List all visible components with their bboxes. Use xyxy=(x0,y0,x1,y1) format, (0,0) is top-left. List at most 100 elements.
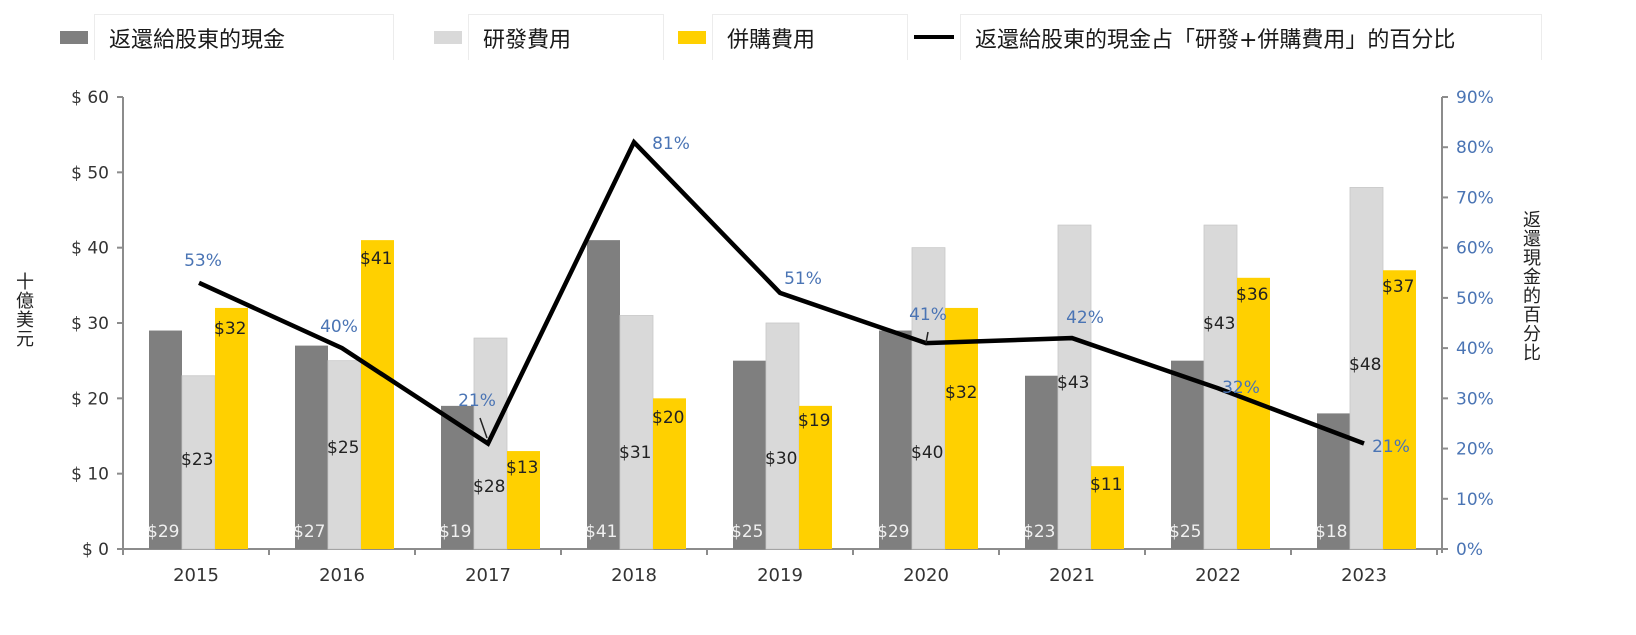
x-tick-label: 2022 xyxy=(1195,565,1241,586)
bar-cash xyxy=(295,345,328,549)
bar-label-cash: $29 xyxy=(147,522,179,542)
bar-label-rnd: $48 xyxy=(1349,355,1381,375)
bar-label-mna: $36 xyxy=(1236,285,1268,305)
bar-cash xyxy=(879,330,912,549)
bar-label-cash: $18 xyxy=(1315,522,1347,542)
y2-tick-label: 20% xyxy=(1456,440,1494,460)
line-label-pct: 42% xyxy=(1066,308,1104,328)
line-label-pct: 40% xyxy=(320,317,358,337)
bar-rnd xyxy=(1057,224,1092,550)
y2-tick-label: 40% xyxy=(1456,339,1494,359)
bar-mna xyxy=(1237,277,1270,549)
legend-label-rnd: 研發費用 xyxy=(468,14,664,60)
bar-label-mna: $41 xyxy=(360,249,392,269)
legend-item-rnd: 研發費用 xyxy=(434,14,664,60)
bar-label-cash: $27 xyxy=(293,522,325,542)
y2-tick-label: 90% xyxy=(1456,88,1494,108)
bar-label-cash: $25 xyxy=(731,522,763,542)
bar-label-rnd: $31 xyxy=(619,443,651,463)
line-label-pct: 41% xyxy=(909,305,947,325)
bar-label-mna: $20 xyxy=(652,408,684,428)
bar-label-mna: $32 xyxy=(945,383,977,403)
bar-mna xyxy=(507,451,540,549)
x-tick-label: 2023 xyxy=(1341,565,1387,586)
legend-label-line: 返還給股東的現金占「研發+併購費用」的百分比 xyxy=(960,14,1542,60)
legend-item-cash: 返還給股東的現金 xyxy=(60,14,394,60)
line-label-pct: 81% xyxy=(652,134,690,154)
line-label-pct: 51% xyxy=(784,269,822,289)
x-tick-label: 2019 xyxy=(757,565,803,586)
bar-rnd xyxy=(181,375,216,550)
leader-line xyxy=(925,331,929,344)
bar-label-rnd: $28 xyxy=(473,477,505,497)
legend-label-cash: 返還給股東的現金 xyxy=(94,14,394,60)
bar-label-mna: $13 xyxy=(506,458,538,478)
bar-label-rnd: $30 xyxy=(765,449,797,469)
y-tick-label: $ 60 xyxy=(71,88,109,108)
y2-tick-label: 50% xyxy=(1456,289,1494,309)
bar-label-mna: $32 xyxy=(214,319,246,339)
bar-label-rnd: $23 xyxy=(181,450,213,470)
bar-label-cash: $19 xyxy=(439,522,471,542)
bar-mna xyxy=(1091,466,1124,549)
y-tick-label: $ 50 xyxy=(71,163,109,183)
bar-cash xyxy=(149,330,182,549)
bar-mna xyxy=(1383,270,1416,549)
legend-label-mna: 併購費用 xyxy=(712,14,908,60)
bar-mna xyxy=(215,307,248,549)
x-tick-label: 2020 xyxy=(903,565,949,586)
leader-line xyxy=(479,417,488,439)
bar-label-rnd: $25 xyxy=(327,438,359,458)
legend-swatch-mna xyxy=(678,30,706,44)
y2-tick-label: 30% xyxy=(1456,389,1494,409)
y2-tick-label: 80% xyxy=(1456,138,1494,158)
y-tick-label: $ 40 xyxy=(71,239,109,259)
bar-cash xyxy=(1171,360,1204,549)
legend-item-line: 返還給股東的現金占「研發+併購費用」的百分比 xyxy=(914,14,1542,60)
y2-tick-label: 10% xyxy=(1456,490,1494,510)
bar-cash xyxy=(1025,375,1058,549)
y-axis-title: 十億美元 xyxy=(13,272,34,348)
bar-label-cash: $23 xyxy=(1023,522,1055,542)
y2-axis-title: 返還現金的百分比 xyxy=(1520,210,1541,362)
legend-swatch-cash xyxy=(60,30,88,44)
bar-label-mna: $37 xyxy=(1382,277,1414,297)
bar-label-cash: $25 xyxy=(1169,522,1201,542)
bar-mna xyxy=(653,398,686,549)
bar-mna xyxy=(361,240,394,549)
line-label-pct: 21% xyxy=(458,391,496,411)
y-tick-label: $ 10 xyxy=(71,465,109,485)
y-tick-label: $ 0 xyxy=(82,540,109,560)
bar-cash xyxy=(587,240,620,549)
line-label-pct: 21% xyxy=(1372,437,1410,457)
bar-label-mna: $19 xyxy=(798,411,830,431)
bar-label-cash: $29 xyxy=(877,522,909,542)
bar-mna xyxy=(945,307,978,549)
line-label-pct: 53% xyxy=(184,251,222,271)
y2-tick-label: 60% xyxy=(1456,239,1494,259)
y2-tick-label: 0% xyxy=(1456,540,1483,560)
bar-rnd xyxy=(619,315,654,550)
y-tick-label: $ 30 xyxy=(71,314,109,334)
bar-rnd xyxy=(1349,186,1384,550)
legend-swatch-rnd xyxy=(434,30,462,44)
bar-label-rnd: $43 xyxy=(1203,314,1235,334)
bar-rnd xyxy=(911,247,946,550)
bar-label-mna: $11 xyxy=(1090,475,1122,495)
bar-label-rnd: $43 xyxy=(1057,373,1089,393)
line-label-pct: 32% xyxy=(1222,378,1260,398)
legend-swatch-line xyxy=(914,35,954,39)
x-tick-label: 2015 xyxy=(173,565,219,586)
bar-label-cash: $41 xyxy=(585,522,617,542)
legend: 返還給股東的現金 研發費用 併購費用 返還給股東的現金占「研發+併購費用」的百分… xyxy=(0,0,1636,62)
bar-label-rnd: $40 xyxy=(911,443,943,463)
bar-mna xyxy=(799,405,832,549)
legend-item-mna: 併購費用 xyxy=(678,14,908,60)
y-tick-label: $ 20 xyxy=(71,389,109,409)
bar-rnd xyxy=(765,322,800,550)
y2-tick-label: 70% xyxy=(1456,188,1494,208)
x-tick-label: 2021 xyxy=(1049,565,1095,586)
x-tick-label: 2016 xyxy=(319,565,365,586)
x-tick-label: 2017 xyxy=(465,565,511,586)
